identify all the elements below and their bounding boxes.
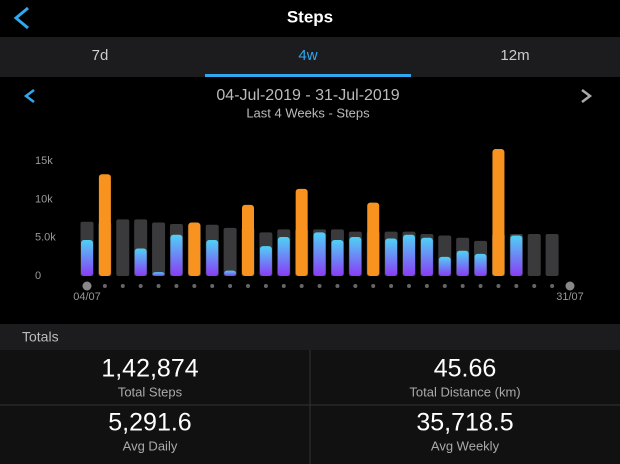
total-label: Avg Weekly <box>431 438 500 453</box>
day-dot <box>317 284 322 288</box>
step-bar <box>367 202 380 276</box>
chart: 0 5.0k 10k 15k 04/07 31/07 <box>35 149 584 303</box>
step-bar <box>170 234 183 276</box>
day-dot <box>550 284 555 288</box>
day-dot <box>263 284 268 288</box>
tab-underline <box>205 74 411 77</box>
tab[interactable]: 12m <box>500 47 529 64</box>
y-tick-label: 15k <box>35 155 53 167</box>
goal-bar <box>527 233 541 276</box>
day-dot <box>82 281 92 291</box>
day-dot <box>478 284 483 288</box>
step-bar <box>492 149 505 276</box>
day-dot <box>335 284 340 288</box>
day-dot <box>192 284 197 288</box>
y-tick-label: 10k <box>35 193 53 205</box>
day-dot <box>174 284 179 288</box>
step-bar <box>510 235 523 276</box>
total-value: 1,42,874 <box>101 355 198 383</box>
day-dot <box>246 284 250 288</box>
goal-bar <box>223 227 237 276</box>
day-dot <box>353 284 358 288</box>
total-label: Avg Daily <box>123 438 178 453</box>
tab[interactable]: 7d <box>92 47 109 64</box>
day-dot <box>371 284 376 288</box>
goal-bar <box>545 233 559 276</box>
step-bar <box>474 253 487 276</box>
x-tick-label: 04/07 <box>73 291 101 303</box>
day-dot <box>442 284 447 288</box>
day-dot <box>281 284 286 288</box>
step-bar <box>277 237 290 276</box>
total-value: 45.66 <box>434 355 497 383</box>
day-dot <box>407 284 411 288</box>
next-button[interactable] <box>581 89 593 103</box>
day-dot <box>120 284 125 288</box>
step-bar <box>349 237 362 276</box>
header-title: Steps <box>287 7 333 26</box>
totals-header <box>0 324 620 350</box>
goal-bar <box>152 222 166 276</box>
day-dot <box>424 284 429 288</box>
step-bar <box>295 188 308 276</box>
y-tick-label: 5.0k <box>35 232 56 244</box>
x-tick-label: 31/07 <box>556 291 584 303</box>
day-dot <box>102 284 107 288</box>
tab-bar <box>0 37 620 77</box>
step-bar <box>385 238 398 276</box>
step-bar <box>152 272 165 276</box>
step-bar <box>420 237 433 276</box>
y-tick-label: 0 <box>35 270 41 282</box>
step-bar <box>242 204 254 276</box>
step-bar <box>313 232 326 276</box>
day-dot <box>210 284 215 288</box>
chart-subtitle: Last 4 Weeks - Steps <box>246 105 370 120</box>
step-bar <box>134 248 147 276</box>
step-bar <box>81 240 93 276</box>
total-label: Total Steps <box>118 384 183 399</box>
totals-title: Totals <box>22 329 59 345</box>
step-bar <box>98 174 111 276</box>
back-button[interactable] <box>13 6 29 30</box>
day-dot <box>532 284 537 288</box>
tab-active[interactable]: 4w <box>298 47 317 64</box>
day-dot <box>496 284 501 288</box>
step-bar <box>438 256 451 276</box>
step-bar <box>224 270 237 276</box>
day-dot <box>138 284 143 288</box>
day-dot <box>389 284 394 288</box>
day-dot <box>228 284 233 288</box>
step-bar <box>331 240 344 276</box>
step-bar <box>206 240 219 276</box>
total-label: Total Distance (km) <box>409 384 520 399</box>
step-bar <box>403 234 415 276</box>
day-dot <box>156 284 161 288</box>
prev-button[interactable] <box>23 89 35 103</box>
step-bar <box>259 246 272 276</box>
day-dot <box>514 284 519 288</box>
step-bar <box>456 250 469 276</box>
total-value: 35,718.5 <box>416 409 513 437</box>
day-dot <box>565 281 575 291</box>
total-value: 5,291.6 <box>108 409 191 437</box>
goal-bar <box>116 219 130 276</box>
step-bar <box>188 222 201 276</box>
day-dot <box>299 284 304 288</box>
day-dot <box>460 284 465 288</box>
date-range: 04-Jul-2019 - 31-Jul-2019 <box>216 87 399 104</box>
